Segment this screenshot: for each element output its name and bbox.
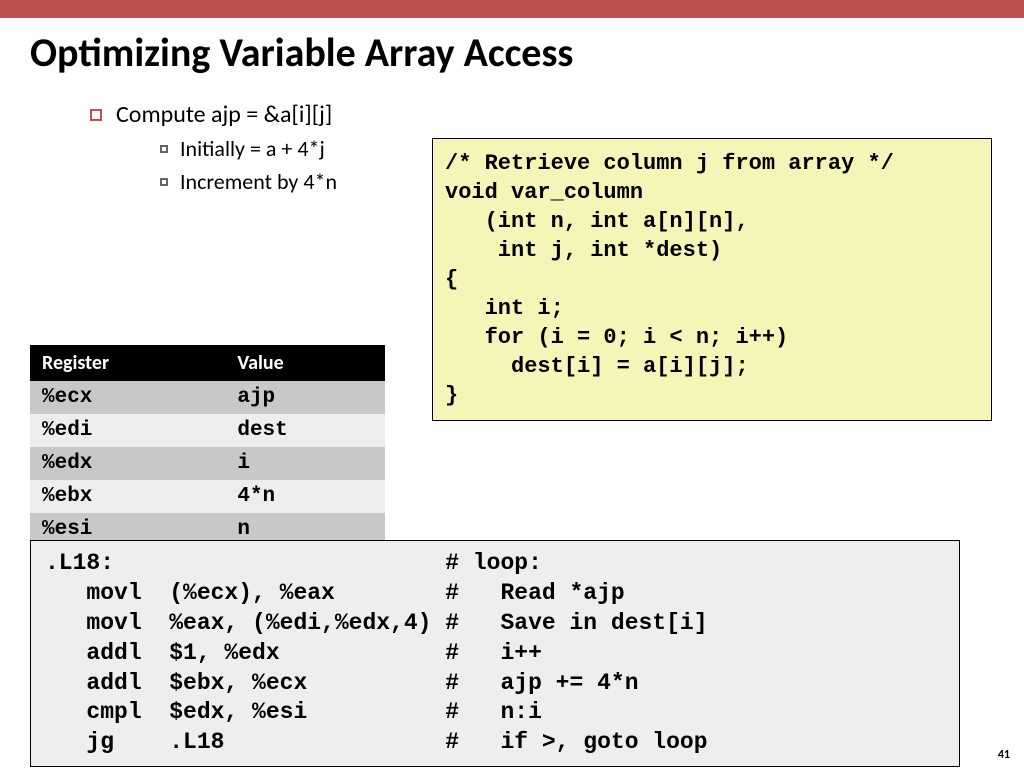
- table-row: %edx i: [30, 447, 385, 480]
- right-column: /* Retrieve column j from array */ void …: [432, 138, 992, 421]
- bullet-sub-square-icon: [160, 145, 168, 153]
- bullet-sub1-text: Initially = a + 4*j: [180, 135, 325, 162]
- slide-title: Optimizing Variable Array Access: [30, 28, 994, 77]
- bullet-sub2-text: Increment by 4*n: [180, 168, 337, 195]
- table-header: Value: [225, 345, 385, 381]
- page-number: 41: [998, 748, 1010, 762]
- slide-content: Optimizing Variable Array Access Compute…: [0, 18, 1024, 77]
- table-cell: ajp: [225, 381, 385, 414]
- c-code-box: /* Retrieve column j from array */ void …: [432, 138, 992, 421]
- top-accent-bar: [0, 0, 1024, 18]
- bullet-square-icon: [90, 109, 102, 121]
- bullet-sub-square-icon: [160, 178, 168, 186]
- table-header: Register: [30, 345, 225, 381]
- bullet-sub-1: Initially = a + 4*j: [160, 135, 425, 162]
- table-cell: %ebx: [30, 480, 225, 513]
- table-header-row: Register Value: [30, 345, 385, 381]
- table-cell: %edx: [30, 447, 225, 480]
- bullet-main-text: Compute ajp = &a[i][j]: [116, 100, 332, 129]
- bullet-sub-2: Increment by 4*n: [160, 168, 425, 195]
- table-cell: %edi: [30, 414, 225, 447]
- bullet-main: Compute ajp = &a[i][j]: [90, 100, 425, 129]
- assembly-code-box: .L18: # loop: movl (%ecx), %eax # Read *…: [30, 540, 960, 767]
- table-row: %ecx ajp: [30, 381, 385, 414]
- table-row: %edi dest: [30, 414, 385, 447]
- table-cell: i: [225, 447, 385, 480]
- register-table: Register Value %ecx ajp %edi dest %edx i…: [30, 345, 385, 546]
- left-column: Compute ajp = &a[i][j] Initially = a + 4…: [30, 100, 425, 546]
- table-row: %ebx 4*n: [30, 480, 385, 513]
- table-cell: %ecx: [30, 381, 225, 414]
- table-cell: 4*n: [225, 480, 385, 513]
- table-cell: dest: [225, 414, 385, 447]
